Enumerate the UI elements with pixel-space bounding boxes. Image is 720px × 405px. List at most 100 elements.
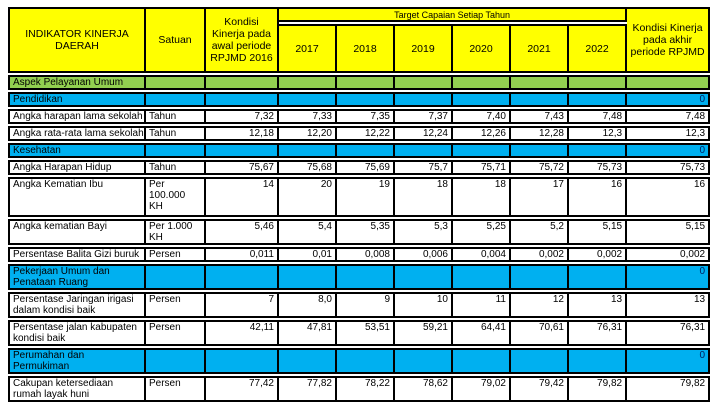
section-row: Pendidikan 0 [8,92,711,107]
header-final-condition: Kondisi Kinerja pada akhir periode RPJMD [627,7,711,73]
empty-cell [337,75,395,90]
empty-cell [146,75,206,90]
section-label: Pekerjaan Umum dan Penataan Ruang [8,264,146,290]
target-cell: 0,002 [511,247,569,262]
aspect-row: Aspek Pelayanan Umum [8,75,711,90]
target-cell: 7,40 [453,109,511,124]
target-cell: 75,69 [337,160,395,175]
section-final-value: 0 [627,143,711,158]
target-cell: 70,61 [511,320,569,346]
satuan-cell: Per 100.000 KH [146,177,206,217]
initial-value-cell: 12,18 [206,126,279,141]
header-year-2017: 2017 [279,24,337,73]
target-cell: 75,73 [569,160,628,175]
empty-cell [206,92,279,107]
header-row-years: 2017 2018 2019 2020 2021 2022 [8,24,710,73]
target-cell: 75,72 [511,160,569,175]
section-row: Pekerjaan Umum dan Penataan Ruang 0 [8,264,711,290]
table-row: Persentase jalan kabupaten kondisi baik … [8,320,711,346]
indicator-cell: Angka Kematian Ibu [8,177,146,217]
empty-cell [146,92,206,107]
table-row: Angka kematian Bayi Per 1.000 KH 5,46 5,… [8,219,711,245]
satuan-cell: Persen [146,376,206,402]
target-cell: 79,82 [569,376,628,402]
initial-value-cell: 14 [206,177,279,217]
table-row: Cakupan ketersediaan rumah layak huni Pe… [8,376,711,402]
empty-cell [206,75,279,90]
target-cell: 12,3 [569,126,628,141]
empty-cell [395,75,453,90]
target-cell: 5,3 [395,219,453,245]
target-cell: 11 [453,292,511,318]
empty-cell [206,264,279,290]
satuan-cell: Persen [146,320,206,346]
target-cell: 79,02 [453,376,511,402]
header-satuan: Satuan [146,7,206,73]
target-cell: 78,22 [337,376,395,402]
target-cell: 5,15 [569,219,628,245]
empty-cell [279,348,337,374]
satuan-cell: Per 1.000 KH [146,219,206,245]
satuan-cell: Tahun [146,160,206,175]
target-cell: 5,35 [337,219,395,245]
target-cell: 12,20 [279,126,337,141]
target-cell: 20 [279,177,337,217]
empty-cell [511,348,569,374]
empty-cell [206,348,279,374]
empty-cell [395,348,453,374]
table-row: Angka Kematian Ibu Per 100.000 KH 14 20 … [8,177,711,217]
empty-cell [279,92,337,107]
final-value-cell: 12,3 [627,126,711,141]
empty-cell [453,264,511,290]
final-value-cell: 5,15 [627,219,711,245]
target-cell: 79,42 [511,376,569,402]
indicator-cell: Angka kematian Bayi [8,219,146,245]
target-cell: 0,002 [569,247,628,262]
indicator-cell: Persentase Jaringan irigasi dalam kondis… [8,292,146,318]
target-cell: 12 [511,292,569,318]
target-cell: 17 [511,177,569,217]
target-cell: 7,43 [511,109,569,124]
header-indicator: INDIKATOR KINERJA DAERAH [8,7,146,73]
empty-cell [337,348,395,374]
header-target-group: Target Capaian Setiap Tahun [279,7,628,22]
final-value-cell: 76,31 [627,320,711,346]
empty-cell [337,264,395,290]
indicator-cell: Persentase jalan kabupaten kondisi baik [8,320,146,346]
target-cell: 12,28 [511,126,569,141]
initial-value-cell: 42,11 [206,320,279,346]
target-cell: 7,33 [279,109,337,124]
empty-cell [627,75,711,90]
initial-value-cell: 7,32 [206,109,279,124]
satuan-cell: Persen [146,292,206,318]
empty-cell [453,92,511,107]
empty-cell [569,75,628,90]
empty-cell [146,264,206,290]
empty-cell [206,143,279,158]
header-year-2022: 2022 [569,24,628,73]
section-final-value: 0 [627,264,711,290]
indicator-cell: Angka Harapan Hidup [8,160,146,175]
target-cell: 76,31 [569,320,628,346]
empty-cell [146,348,206,374]
target-cell: 9 [337,292,395,318]
initial-value-cell: 77,42 [206,376,279,402]
target-cell: 77,82 [279,376,337,402]
header-year-2020: 2020 [453,24,511,73]
target-cell: 47,81 [279,320,337,346]
empty-cell [453,75,511,90]
target-cell: 7,48 [569,109,628,124]
target-cell: 12,22 [337,126,395,141]
empty-cell [279,143,337,158]
target-cell: 64,41 [453,320,511,346]
target-cell: 0,004 [453,247,511,262]
empty-cell [569,348,628,374]
table-row: Angka rata-rata lama sekolah Tahun 12,18… [8,126,711,141]
target-cell: 0,006 [395,247,453,262]
section-label: Perumahan dan Permukiman [8,348,146,374]
empty-cell [279,264,337,290]
target-cell: 75,7 [395,160,453,175]
final-value-cell: 7,48 [627,109,711,124]
target-cell: 75,71 [453,160,511,175]
empty-cell [395,264,453,290]
